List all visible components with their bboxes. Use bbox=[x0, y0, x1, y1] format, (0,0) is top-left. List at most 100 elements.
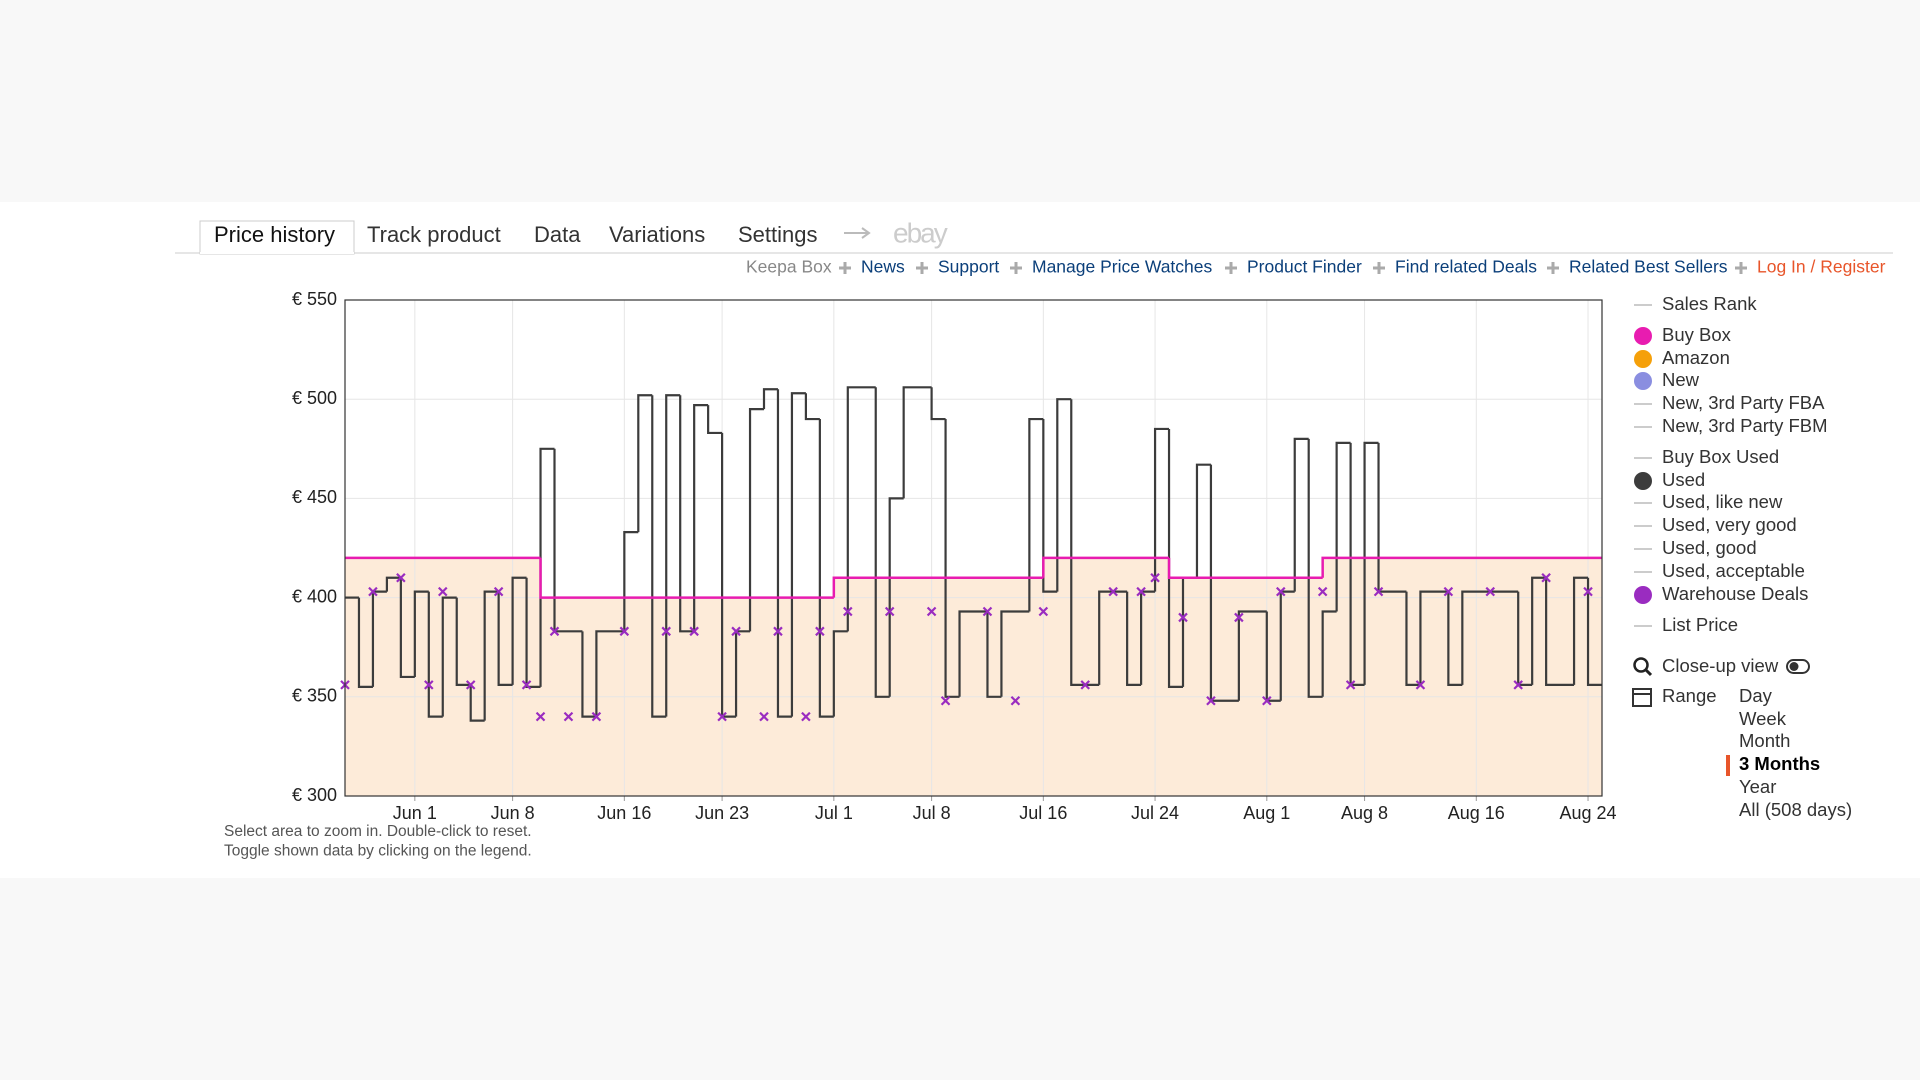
legend-entry[interactable]: Buy Box bbox=[1662, 324, 1732, 345]
closeup-label[interactable]: Close-up view bbox=[1662, 655, 1779, 676]
marker bbox=[1275, 586, 1286, 597]
step-segment bbox=[748, 408, 764, 632]
step-segment bbox=[1098, 590, 1128, 685]
separator bbox=[1373, 262, 1385, 274]
step-segment bbox=[1070, 399, 1100, 686]
y-tick-label: € 300 bbox=[292, 785, 337, 805]
step-segment bbox=[1335, 441, 1351, 612]
legend-dot bbox=[1634, 372, 1652, 390]
marker bbox=[493, 586, 504, 597]
marker bbox=[1108, 586, 1118, 597]
y-tick-label: € 450 bbox=[292, 487, 337, 507]
legend-entry[interactable]: New bbox=[1662, 369, 1700, 390]
nav-link[interactable]: Manage Price Watches bbox=[1032, 257, 1213, 277]
tab[interactable]: Track product bbox=[367, 222, 501, 247]
nav-link: Keepa Box bbox=[746, 257, 832, 277]
legend-entry[interactable]: Used, very good bbox=[1662, 514, 1797, 535]
nav-link[interactable]: Related Best Sellers bbox=[1569, 257, 1728, 277]
search-icon bbox=[1644, 668, 1653, 677]
step-segment bbox=[804, 393, 820, 421]
step-segment bbox=[1363, 441, 1379, 685]
step-segment bbox=[888, 497, 904, 697]
nav-link[interactable]: Find related Deals bbox=[1395, 257, 1537, 277]
marker bbox=[759, 711, 769, 722]
range-option[interactable]: Week bbox=[1739, 708, 1787, 729]
step-segment bbox=[1545, 577, 1575, 686]
marker bbox=[801, 711, 811, 722]
marker bbox=[1136, 586, 1146, 597]
range-option[interactable]: Year bbox=[1739, 776, 1776, 797]
buy-box-area bbox=[345, 557, 1602, 796]
step-segment bbox=[1195, 463, 1211, 578]
y-tick-label: € 400 bbox=[292, 586, 337, 606]
step-segment bbox=[1321, 610, 1337, 697]
step-segment bbox=[818, 419, 834, 718]
step-segment bbox=[790, 392, 806, 717]
marker bbox=[1010, 695, 1021, 706]
x-tick-label: Jul 8 bbox=[913, 803, 951, 823]
legend-entry[interactable]: List Price bbox=[1662, 614, 1738, 635]
marker bbox=[591, 711, 602, 722]
separator bbox=[1010, 262, 1022, 274]
legend-entry[interactable]: Used, like new bbox=[1662, 491, 1783, 512]
legend-entry[interactable]: New, 3rd Party FBM bbox=[1662, 415, 1828, 436]
step-segment bbox=[1167, 428, 1183, 688]
legend-entry[interactable]: Used bbox=[1662, 469, 1705, 490]
range-option[interactable]: Month bbox=[1739, 730, 1790, 751]
toggle-knob bbox=[1789, 662, 1799, 671]
marker bbox=[717, 711, 727, 722]
nav-link[interactable]: Support bbox=[938, 257, 999, 277]
nav-link[interactable]: Log In / Register bbox=[1757, 257, 1886, 277]
step-segment bbox=[846, 386, 876, 632]
legend-dot bbox=[1634, 586, 1652, 604]
legend-entry[interactable]: Used, good bbox=[1662, 537, 1757, 558]
x-tick-label: Jul 16 bbox=[1019, 803, 1067, 823]
marker bbox=[437, 586, 448, 597]
legend-entry[interactable]: New, 3rd Party FBA bbox=[1662, 392, 1825, 413]
ebay-logo[interactable]: ebay bbox=[893, 217, 950, 248]
chart-note: Toggle shown data by clicking on the leg… bbox=[224, 843, 532, 860]
marker bbox=[424, 680, 434, 690]
marker bbox=[1485, 586, 1496, 597]
step-segment bbox=[1237, 610, 1267, 701]
marker bbox=[563, 711, 574, 722]
legend-entry[interactable]: Used, acceptable bbox=[1662, 560, 1805, 581]
legend-dot bbox=[1634, 472, 1652, 490]
step-segment bbox=[483, 590, 499, 721]
step-segment bbox=[1153, 427, 1170, 592]
marker bbox=[1262, 695, 1272, 706]
range-option[interactable]: All (508 days) bbox=[1739, 799, 1852, 820]
tab[interactable]: Price history bbox=[214, 222, 335, 247]
legend-entry[interactable]: Warehouse Deals bbox=[1662, 583, 1808, 604]
marker bbox=[396, 572, 406, 583]
y-tick-label: € 350 bbox=[292, 686, 337, 706]
x-tick-label: Jun 23 bbox=[695, 803, 749, 823]
legend-dot bbox=[1634, 350, 1652, 368]
step-segment bbox=[455, 597, 471, 686]
range-option[interactable]: Day bbox=[1739, 685, 1773, 706]
nav-link[interactable]: News bbox=[861, 257, 905, 277]
tab[interactable]: Data bbox=[534, 222, 581, 247]
step-segment bbox=[637, 394, 653, 533]
active-tab bbox=[199, 220, 355, 255]
step-segment bbox=[874, 387, 890, 698]
marker bbox=[1206, 695, 1216, 706]
separator bbox=[1225, 262, 1237, 274]
marker bbox=[843, 606, 853, 617]
tab[interactable]: Settings bbox=[738, 222, 818, 247]
step-segment bbox=[1000, 610, 1030, 697]
tab[interactable]: Variations bbox=[609, 222, 705, 247]
marker bbox=[1583, 586, 1593, 597]
plot-border bbox=[344, 299, 1603, 797]
x-tick-label: Aug 1 bbox=[1243, 803, 1290, 823]
legend-entry[interactable]: Buy Box Used bbox=[1662, 446, 1779, 467]
legend-entry[interactable]: Sales Rank bbox=[1662, 293, 1757, 314]
marker bbox=[1038, 606, 1049, 617]
legend-entry[interactable]: Amazon bbox=[1662, 347, 1730, 368]
range-option[interactable]: 3 Months bbox=[1739, 753, 1820, 774]
nav-link[interactable]: Product Finder bbox=[1247, 257, 1362, 277]
step-segment bbox=[497, 591, 513, 686]
y-tick-label: € 500 bbox=[292, 388, 337, 408]
toggle[interactable] bbox=[1786, 659, 1810, 674]
